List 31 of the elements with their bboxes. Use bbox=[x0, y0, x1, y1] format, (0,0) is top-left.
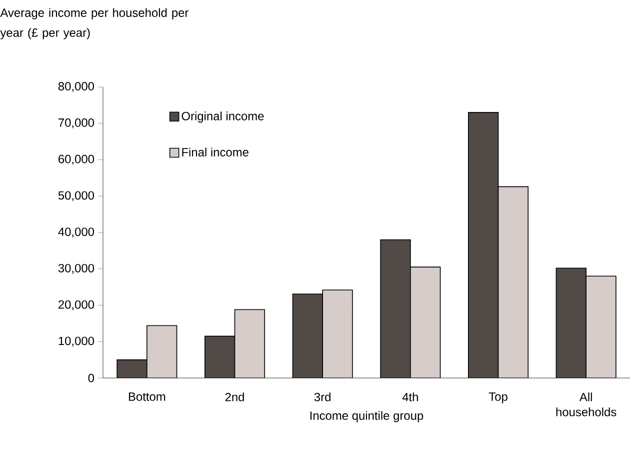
x-tick-label: 3rd bbox=[314, 392, 330, 402]
bar bbox=[234, 309, 266, 378]
x-tick-label: 2nd bbox=[225, 392, 244, 402]
x-tick-label: 4th bbox=[402, 392, 418, 402]
x-axis-title: Income quintile group bbox=[310, 411, 424, 422]
bar bbox=[556, 268, 586, 378]
y-tick-label: 10,000 bbox=[58, 336, 94, 347]
bar bbox=[292, 294, 323, 378]
y-tick-label: 20,000 bbox=[58, 300, 94, 310]
y-tick-label: 30,000 bbox=[58, 264, 94, 274]
legend-label: Final income bbox=[182, 148, 248, 156]
y-tick-label: 60,000 bbox=[58, 154, 94, 165]
y-tick-label: 70,000 bbox=[58, 118, 94, 128]
y-tick-label: 80,000 bbox=[58, 82, 94, 92]
x-tick-label: Bottom bbox=[128, 392, 166, 401]
legend-label: Original income bbox=[182, 112, 264, 123]
bar bbox=[498, 186, 529, 378]
bar bbox=[146, 325, 178, 378]
bar bbox=[322, 290, 353, 378]
y-axis-title: Average income per household per year (£ per year) bbox=[0, 8, 188, 40]
x-tick-label: Top bbox=[488, 392, 508, 404]
bar bbox=[468, 112, 499, 378]
y-tick-label: 50,000 bbox=[58, 191, 94, 202]
bar bbox=[116, 359, 148, 378]
x-tick-label: All households bbox=[556, 392, 616, 416]
y-tick-label: 0 bbox=[88, 374, 94, 382]
bar bbox=[380, 239, 411, 378]
bar bbox=[204, 336, 236, 378]
y-tick-label: 40,000 bbox=[58, 228, 94, 238]
bar bbox=[586, 276, 616, 378]
bar bbox=[410, 266, 441, 378]
